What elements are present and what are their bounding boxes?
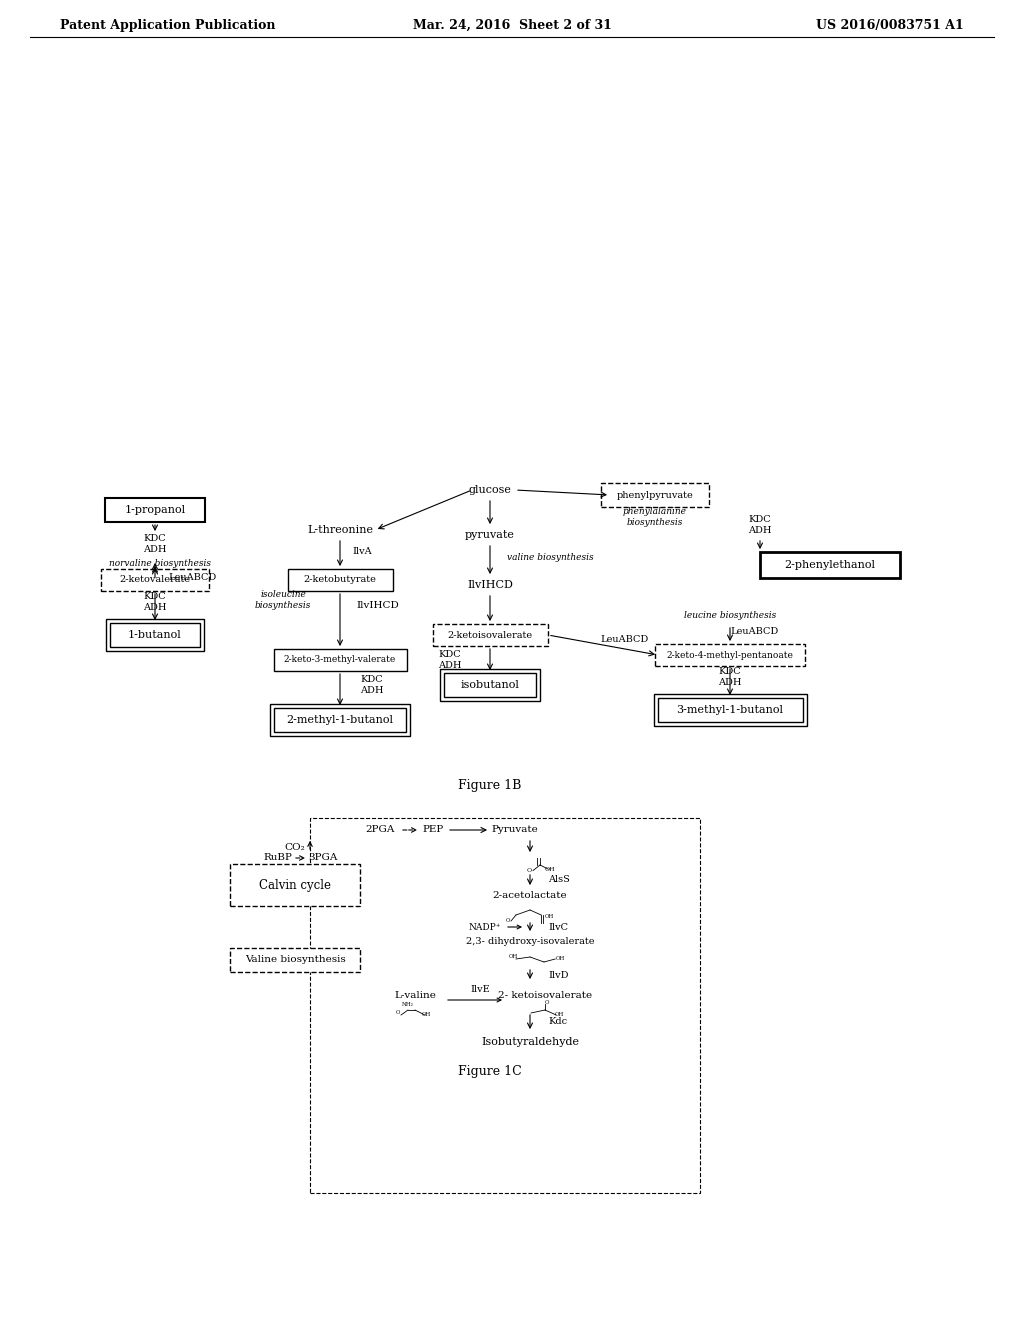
Text: NADP⁺: NADP⁺: [469, 923, 502, 932]
Bar: [601, 483, 709, 507]
Text: Kdc: Kdc: [548, 1018, 567, 1027]
Text: 3PGA: 3PGA: [308, 854, 338, 862]
Text: KDC
ADH: KDC ADH: [749, 515, 772, 535]
Text: LeuABCD: LeuABCD: [601, 635, 649, 644]
Text: KDC
ADH: KDC ADH: [143, 535, 167, 553]
Text: 2,3- dihydroxy-isovalerate: 2,3- dihydroxy-isovalerate: [466, 937, 594, 946]
Text: 2PGA: 2PGA: [366, 825, 394, 834]
Text: IlvIHCD: IlvIHCD: [356, 601, 399, 610]
Text: 2-ketobutyrate: 2-ketobutyrate: [303, 576, 377, 585]
Bar: [444, 673, 536, 697]
Text: L-valine: L-valine: [394, 990, 436, 999]
Text: IlvE: IlvE: [470, 986, 489, 994]
Text: norvaline biosynthesis: norvaline biosynthesis: [109, 558, 211, 568]
Text: LeuABCD: LeuABCD: [169, 573, 217, 582]
Text: RuBP: RuBP: [263, 854, 293, 862]
Text: valine biosynthesis: valine biosynthesis: [507, 553, 593, 562]
Bar: [655, 644, 805, 667]
Text: OH: OH: [422, 1011, 431, 1016]
Text: isoleucine
biosynthesis: isoleucine biosynthesis: [255, 590, 311, 610]
Text: 2-phenylethanol: 2-phenylethanol: [784, 560, 876, 570]
Bar: [274, 708, 406, 733]
Text: phenylalanine
biosynthesis: phenylalanine biosynthesis: [623, 507, 687, 527]
Text: KDC
ADH: KDC ADH: [360, 676, 384, 694]
Text: 2-ketoisovalerate: 2-ketoisovalerate: [447, 631, 532, 639]
Bar: [270, 704, 410, 737]
Text: 2-keto-4-methyl-pentanoate: 2-keto-4-methyl-pentanoate: [667, 651, 794, 660]
Bar: [106, 619, 204, 651]
Text: Calvin cycle: Calvin cycle: [259, 879, 331, 891]
Text: US 2016/0083751 A1: US 2016/0083751 A1: [816, 18, 964, 32]
Text: leucine biosynthesis: leucine biosynthesis: [684, 610, 776, 619]
Text: CO₂: CO₂: [285, 842, 305, 851]
Text: IlvC: IlvC: [548, 923, 568, 932]
Text: Valine biosynthesis: Valine biosynthesis: [245, 956, 345, 965]
Text: 2- ketoisovalerate: 2- ketoisovalerate: [498, 990, 592, 999]
Text: OH: OH: [555, 1011, 564, 1016]
Text: Figure 1B: Figure 1B: [459, 779, 521, 792]
Text: 3-methyl-1-butanol: 3-methyl-1-butanol: [677, 705, 783, 715]
Text: 1-propanol: 1-propanol: [125, 506, 185, 515]
Text: isobutanol: isobutanol: [461, 680, 519, 690]
Bar: [230, 865, 360, 906]
Bar: [101, 569, 209, 591]
Bar: [110, 623, 200, 647]
Text: KDC
ADH: KDC ADH: [438, 651, 462, 669]
Text: KDC
ADH: KDC ADH: [718, 668, 741, 686]
Text: Mar. 24, 2016  Sheet 2 of 31: Mar. 24, 2016 Sheet 2 of 31: [413, 18, 611, 32]
Text: Figure 1C: Figure 1C: [458, 1065, 522, 1078]
Text: O: O: [545, 999, 549, 1005]
Text: 2-keto-3-methyl-valerate: 2-keto-3-methyl-valerate: [284, 656, 396, 664]
Text: OH: OH: [545, 915, 554, 920]
Text: O: O: [506, 919, 510, 924]
Text: 2-methyl-1-butanol: 2-methyl-1-butanol: [287, 715, 393, 725]
Text: LeuABCD: LeuABCD: [731, 627, 779, 636]
Text: O: O: [396, 1010, 400, 1015]
Text: phenylpyruvate: phenylpyruvate: [616, 491, 693, 499]
Text: L-threonine: L-threonine: [307, 525, 373, 535]
Text: OH: OH: [556, 957, 565, 961]
Text: IlvD: IlvD: [548, 970, 568, 979]
Text: AlsS: AlsS: [548, 875, 570, 884]
Bar: [657, 698, 803, 722]
Text: O: O: [526, 869, 531, 873]
Text: 2-acetolactate: 2-acetolactate: [493, 891, 567, 899]
Bar: [653, 694, 807, 726]
Bar: [440, 669, 540, 701]
Text: glucose: glucose: [469, 484, 511, 495]
Text: OH: OH: [545, 867, 555, 871]
Bar: [310, 817, 700, 1192]
Bar: [288, 569, 392, 591]
Text: pyruvate: pyruvate: [465, 531, 515, 540]
Text: PEP: PEP: [422, 825, 443, 834]
Text: 1-butanol: 1-butanol: [128, 630, 182, 640]
Bar: [273, 649, 407, 671]
Bar: [105, 498, 205, 521]
Text: Pyruvate: Pyruvate: [492, 825, 539, 834]
Bar: [230, 948, 360, 972]
Text: Isobutyraldehyde: Isobutyraldehyde: [481, 1038, 579, 1047]
Text: IlvA: IlvA: [352, 548, 372, 557]
Text: Patent Application Publication: Patent Application Publication: [60, 18, 275, 32]
Text: 2-ketovalerate: 2-ketovalerate: [120, 576, 190, 585]
Text: NH₂: NH₂: [402, 1002, 414, 1006]
Text: OH: OH: [508, 954, 517, 960]
Text: KDC
ADH: KDC ADH: [143, 593, 167, 611]
Bar: [432, 624, 548, 645]
Bar: [760, 552, 900, 578]
Text: IlvIHCD: IlvIHCD: [467, 579, 513, 590]
